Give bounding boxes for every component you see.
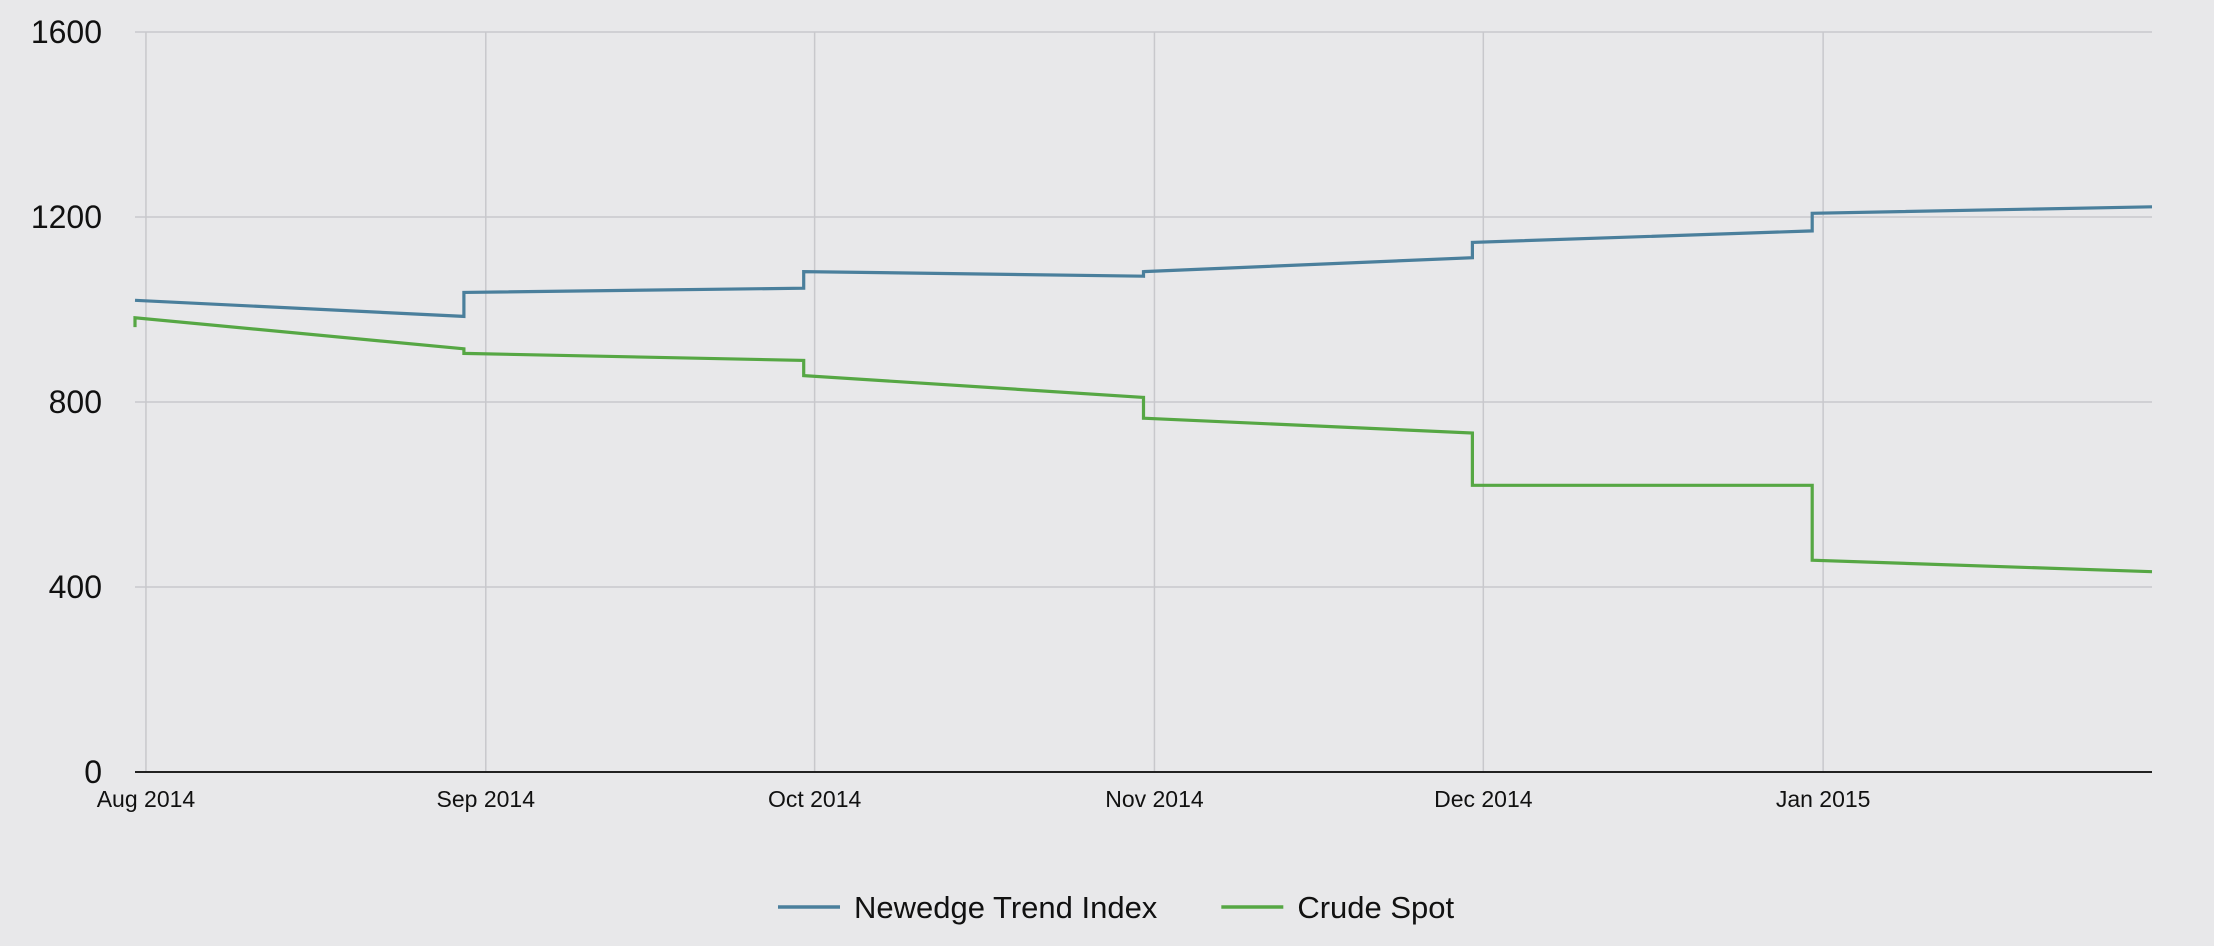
x-axis-ticks: Aug 2014 Sep 2014 Oct 2014 Nov 2014 Dec 2014… [97, 786, 1871, 812]
x-tick-label: Aug 2014 [97, 786, 196, 812]
x-tick-label: Dec 2014 [1434, 786, 1533, 812]
series-line-0 [134, 205, 2153, 319]
series-line-1 [133, 316, 2153, 574]
series-lines [133, 205, 2153, 574]
x-tick-label: Oct 2014 [768, 786, 862, 812]
x-tick-label: Nov 2014 [1105, 786, 1204, 812]
y-tick-label: 1600 [31, 14, 102, 50]
y-tick-label: 1200 [31, 199, 102, 235]
y-tick-label: 0 [84, 754, 102, 790]
x-tick-label: Jan 2015 [1776, 786, 1871, 812]
grid-lines [135, 31, 2152, 772]
x-tick-label: Sep 2014 [437, 786, 536, 812]
y-tick-label: 400 [49, 569, 102, 605]
legend-label-0: Newedge Trend Index [854, 890, 1158, 925]
y-axis-ticks: 0 400 800 1200 1600 [31, 14, 102, 790]
legend: Newedge Trend Index Crude Spot [778, 890, 1455, 925]
y-tick-label: 800 [49, 384, 102, 420]
legend-label-1: Crude Spot [1297, 890, 1454, 925]
